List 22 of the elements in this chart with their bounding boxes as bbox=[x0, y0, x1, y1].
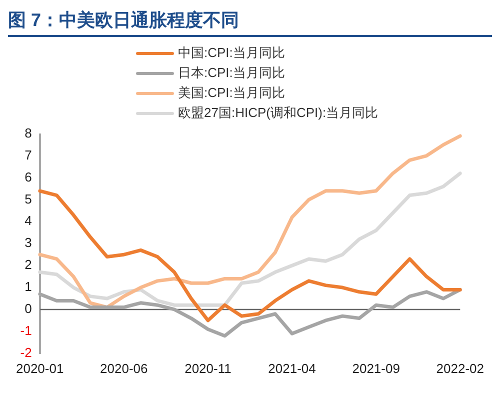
y-tick-label: 3 bbox=[24, 235, 32, 250]
x-tick-label: 2020-06 bbox=[100, 360, 148, 376]
y-tick-label: 4 bbox=[24, 213, 32, 228]
x-tick-label: 2020-01 bbox=[16, 360, 64, 376]
y-tick-label: 1 bbox=[24, 279, 32, 294]
chart-title: 图 7：中美欧日通胀程度不同 bbox=[8, 8, 492, 37]
x-tick-label: 2022-02 bbox=[436, 360, 484, 376]
y-tick-label: 5 bbox=[24, 191, 32, 206]
legend-label: 欧盟27国:HICP(调和CPI):当月同比 bbox=[178, 104, 378, 122]
y-tick-label: 7 bbox=[24, 147, 32, 162]
y-tick-label: -1 bbox=[20, 323, 32, 338]
legend-label: 中国:CPI:当月同比 bbox=[178, 44, 285, 62]
y-tick-label: -2 bbox=[20, 344, 32, 360]
legend-label: 美国:CPI:当月同比 bbox=[178, 84, 285, 102]
y-tick-label: 6 bbox=[24, 169, 32, 184]
legend-label: 日本:CPI:当月同比 bbox=[178, 64, 285, 82]
y-tick-label: 8 bbox=[24, 125, 32, 140]
x-tick-label: 2021-04 bbox=[268, 360, 316, 376]
x-tick-label: 2021-09 bbox=[352, 360, 400, 376]
y-tick-label: 0 bbox=[24, 301, 32, 316]
x-tick-label: 2020-11 bbox=[184, 360, 232, 376]
y-tick-label: 2 bbox=[24, 257, 32, 272]
